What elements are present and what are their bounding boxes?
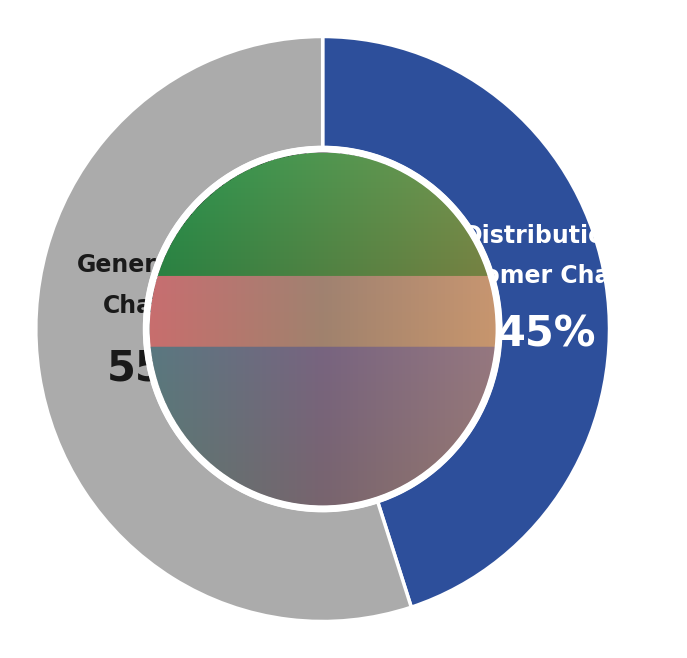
Text: Customer Charges: Customer Charges [424,265,669,288]
Text: Distribution/: Distribution/ [462,224,631,247]
Text: 55%: 55% [106,349,206,391]
Circle shape [145,147,501,511]
Text: 45%: 45% [497,314,596,356]
Wedge shape [323,36,609,607]
Text: Charge: Charge [103,293,198,318]
Wedge shape [36,36,412,622]
Text: Generation: Generation [76,253,225,276]
